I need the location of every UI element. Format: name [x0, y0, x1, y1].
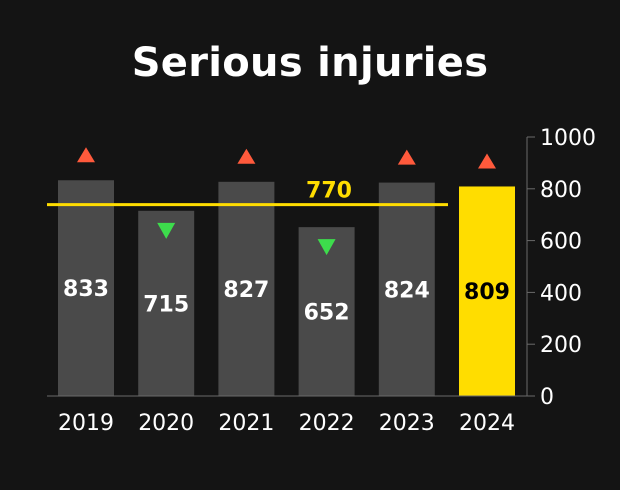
- bar: [138, 210, 195, 396]
- trend-up-icon: [77, 147, 95, 163]
- x-tick-label: 2019: [58, 411, 114, 436]
- trend-down-icon: [157, 222, 176, 239]
- x-tick-label: 2024: [459, 411, 515, 436]
- bar-value-label: 809: [464, 280, 510, 305]
- x-axis-labels: 2019 2020 2021 2022 2023 2024: [58, 411, 515, 436]
- trend-down-icon: [317, 239, 336, 256]
- bar: [298, 227, 355, 396]
- bar: [218, 181, 275, 396]
- bars-group: 833 715 827 652 824 809: [58, 180, 515, 396]
- y-tick-label: 0: [540, 385, 554, 410]
- y-tick-label: 800: [540, 178, 582, 203]
- bar-value-label: 652: [304, 301, 350, 326]
- bar: [58, 180, 114, 396]
- trend-up-icon: [397, 149, 416, 165]
- x-tick-label: 2021: [218, 411, 274, 436]
- y-tick-label: 1000: [540, 126, 596, 151]
- y-tick-label: 600: [540, 230, 582, 255]
- trend-up-icon: [478, 153, 496, 169]
- bar-value-label: 824: [384, 278, 430, 303]
- bar-value-label: 827: [223, 278, 269, 303]
- bar: [378, 182, 435, 396]
- y-tick-label: 400: [540, 281, 582, 306]
- x-tick-label: 2022: [299, 411, 355, 436]
- bar-value-label: 715: [143, 292, 189, 317]
- average-group: 770: [47, 179, 448, 207]
- x-tick-label: 2023: [379, 411, 435, 436]
- chart-title: Serious injuries: [131, 40, 489, 86]
- trend-markers-group: [77, 147, 496, 256]
- trend-up-icon: [237, 148, 256, 164]
- y-axis: 0 200 400 600 800 1000: [47, 126, 596, 410]
- bar-value-label: 833: [63, 277, 109, 302]
- bar: [459, 186, 515, 396]
- x-tick-label: 2020: [138, 411, 194, 436]
- average-label: 770: [306, 179, 352, 204]
- y-tick-label: 200: [540, 333, 582, 358]
